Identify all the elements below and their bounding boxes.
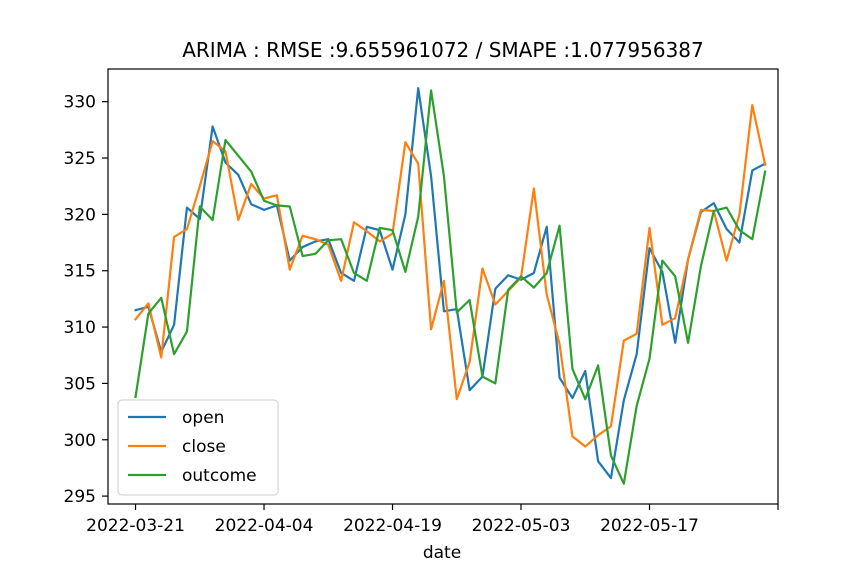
x-tick-label: 2022-04-19 xyxy=(343,516,442,536)
x-tick-label: 2022-04-04 xyxy=(215,516,314,536)
y-tick-label: 300 xyxy=(64,431,96,451)
series-line-open xyxy=(134,87,767,480)
y-tick-label: 315 xyxy=(64,262,96,282)
y-tick-label: 320 xyxy=(64,205,96,225)
x-tick-label: 2022-05-17 xyxy=(600,516,699,536)
y-tick-label: 310 xyxy=(64,318,96,338)
series-line-close xyxy=(133,103,767,448)
legend-label-outcome: outcome xyxy=(182,466,257,486)
series-line-outcome xyxy=(134,89,767,485)
legend: open close outcome xyxy=(117,399,279,496)
chart-title: ARIMA : RMSE :9.655961072 / SMAPE :1.077… xyxy=(182,38,704,62)
y-tick-label: 295 xyxy=(64,487,96,507)
plot-area: 295 300 305 310 315 320 325 330 2022-03-21 2022-0… xyxy=(64,68,779,536)
plot-frame xyxy=(107,68,779,505)
y-tick-label: 325 xyxy=(64,149,96,169)
legend-frame xyxy=(117,399,279,496)
legend-label-close: close xyxy=(182,437,226,457)
y-tick-label: 305 xyxy=(64,374,96,394)
x-tick-label: 2022-03-21 xyxy=(86,516,185,536)
y-tick-label: 330 xyxy=(64,93,96,113)
x-tick-label: 2022-05-03 xyxy=(472,516,571,536)
legend-label-open: open xyxy=(182,408,224,428)
x-axis-label: date xyxy=(423,543,461,563)
